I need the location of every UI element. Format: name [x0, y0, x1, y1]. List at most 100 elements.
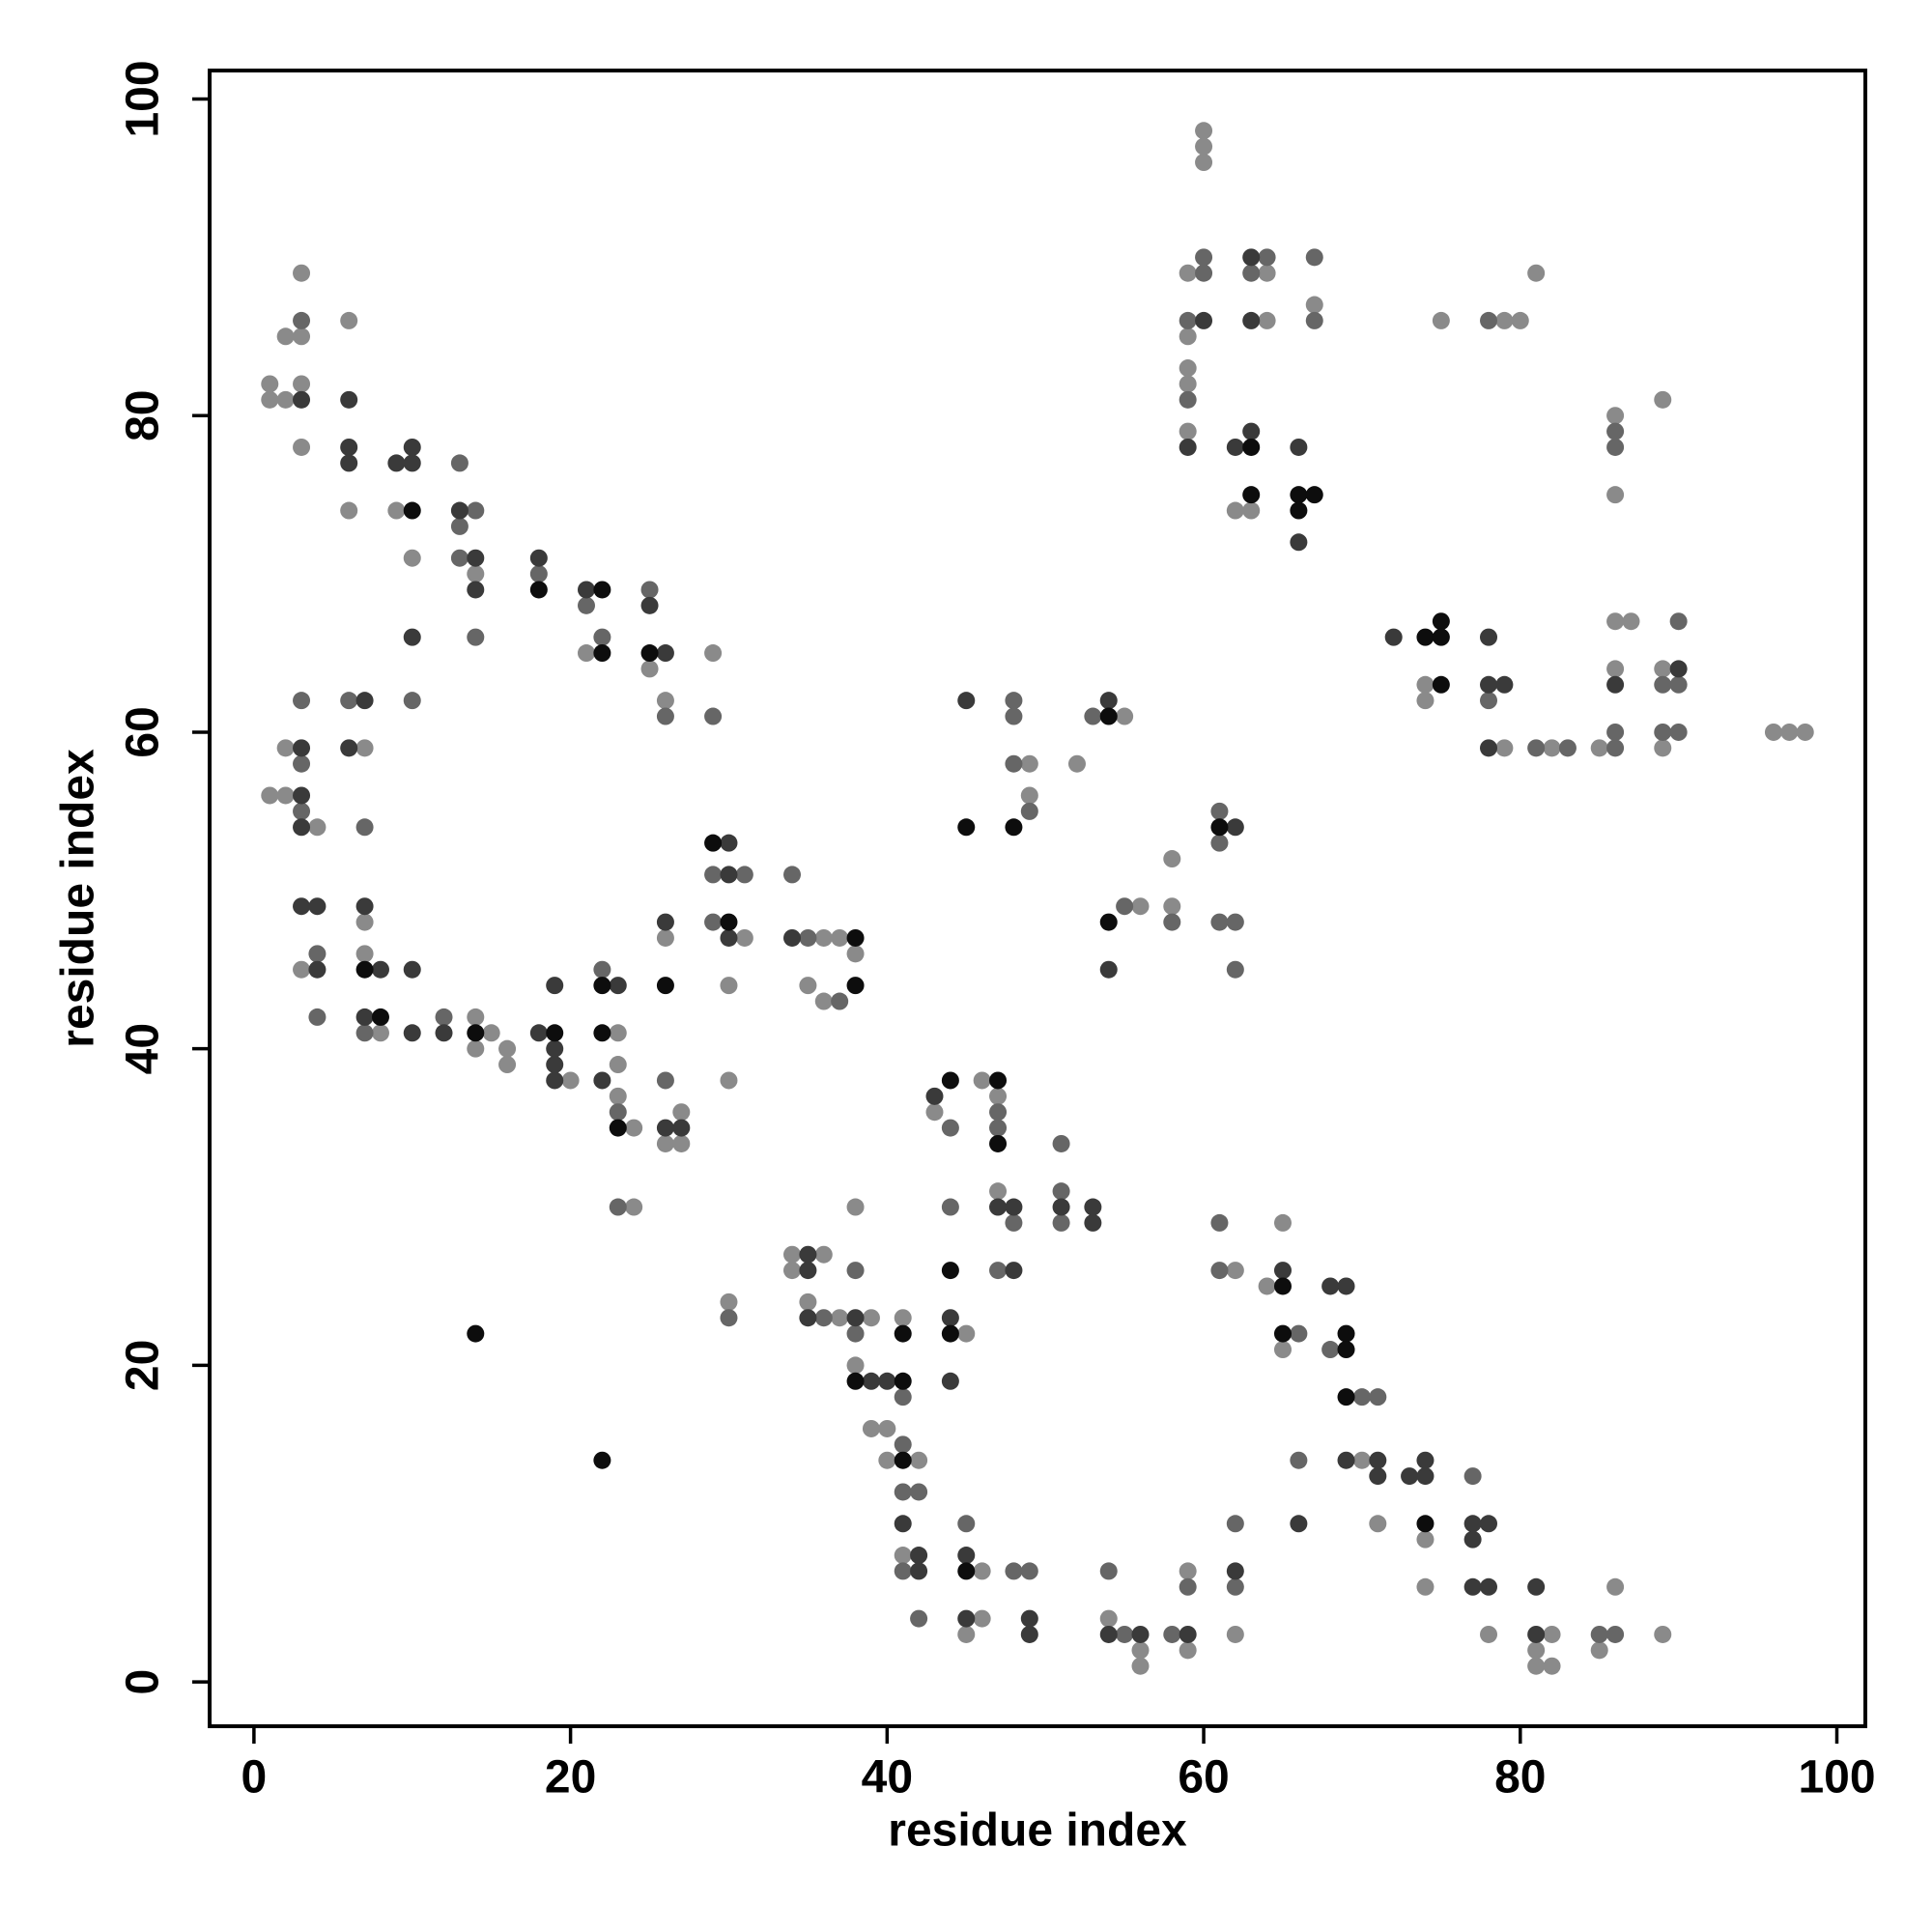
- y-tick-label: 20: [118, 1340, 169, 1391]
- point: [831, 1309, 849, 1327]
- point: [1337, 1324, 1355, 1343]
- point: [989, 1134, 1008, 1152]
- point: [293, 786, 311, 805]
- point: [340, 390, 358, 409]
- point: [862, 1309, 880, 1327]
- point: [355, 1024, 374, 1042]
- point: [1210, 1262, 1229, 1280]
- y-tick-label: 80: [118, 390, 169, 441]
- point: [957, 818, 976, 837]
- point: [403, 960, 421, 979]
- point: [1226, 818, 1244, 837]
- point: [894, 1515, 912, 1533]
- point: [941, 1119, 959, 1137]
- point: [1005, 1562, 1023, 1580]
- point: [1210, 802, 1229, 820]
- point: [1432, 675, 1450, 694]
- point: [910, 1609, 928, 1628]
- point: [735, 866, 753, 884]
- point: [1242, 311, 1261, 329]
- point: [783, 1245, 802, 1264]
- point: [1480, 1577, 1498, 1596]
- point: [1480, 311, 1498, 329]
- point: [1226, 1262, 1244, 1280]
- point: [1084, 1213, 1102, 1232]
- point: [355, 960, 374, 979]
- point: [1131, 1625, 1150, 1643]
- point: [403, 628, 421, 646]
- point: [814, 928, 833, 947]
- point: [1099, 707, 1118, 725]
- point: [1290, 1324, 1308, 1343]
- point: [1369, 1467, 1387, 1486]
- point: [577, 644, 595, 663]
- point: [293, 739, 311, 757]
- point: [846, 1262, 865, 1280]
- point: [1273, 1262, 1292, 1280]
- point: [1622, 612, 1640, 631]
- point: [609, 1087, 627, 1105]
- point: [293, 897, 311, 916]
- point: [546, 1024, 564, 1042]
- point: [1226, 1562, 1244, 1580]
- point: [910, 1451, 928, 1469]
- point: [1416, 1451, 1435, 1469]
- point: [1337, 1451, 1355, 1469]
- point: [371, 1024, 389, 1042]
- point: [1480, 1625, 1498, 1643]
- point: [1179, 311, 1197, 329]
- point: [957, 1625, 976, 1643]
- point: [625, 1119, 643, 1137]
- point: [1606, 422, 1625, 440]
- point: [989, 1087, 1008, 1105]
- point: [355, 897, 374, 916]
- point: [1527, 1577, 1546, 1596]
- point: [1305, 311, 1323, 329]
- point: [546, 977, 564, 995]
- point: [593, 581, 611, 599]
- point: [1179, 327, 1197, 346]
- point: [1099, 1562, 1118, 1580]
- point: [1606, 612, 1625, 631]
- point: [1005, 1262, 1023, 1280]
- point: [450, 454, 469, 472]
- point: [308, 945, 327, 963]
- point: [1020, 754, 1038, 773]
- point: [403, 692, 421, 710]
- point: [1480, 628, 1498, 646]
- point: [862, 1372, 880, 1390]
- point: [467, 581, 485, 599]
- point: [814, 992, 833, 1010]
- point: [340, 311, 358, 329]
- point: [1416, 628, 1435, 646]
- point: [989, 1103, 1008, 1122]
- point: [561, 1071, 580, 1090]
- point: [1052, 1182, 1070, 1201]
- point: [1163, 897, 1181, 916]
- point: [1084, 1198, 1102, 1216]
- point: [1179, 1577, 1197, 1596]
- point: [1242, 422, 1261, 440]
- point: [1527, 264, 1546, 282]
- point: [467, 1039, 485, 1058]
- point: [1099, 692, 1118, 710]
- point: [1099, 1625, 1118, 1643]
- point: [1321, 1341, 1340, 1359]
- point: [1005, 692, 1023, 710]
- x-tick-label: 20: [545, 1752, 596, 1804]
- point: [1321, 1277, 1340, 1295]
- point: [1099, 960, 1118, 979]
- point: [1242, 248, 1261, 267]
- point: [1163, 913, 1181, 931]
- point: [593, 960, 611, 979]
- point: [640, 644, 659, 663]
- point: [799, 1262, 817, 1280]
- point: [529, 549, 548, 567]
- point: [1480, 1515, 1498, 1533]
- point: [467, 501, 485, 520]
- point: [1273, 1341, 1292, 1359]
- point: [1226, 1625, 1244, 1643]
- point: [941, 1324, 959, 1343]
- point: [435, 1008, 453, 1026]
